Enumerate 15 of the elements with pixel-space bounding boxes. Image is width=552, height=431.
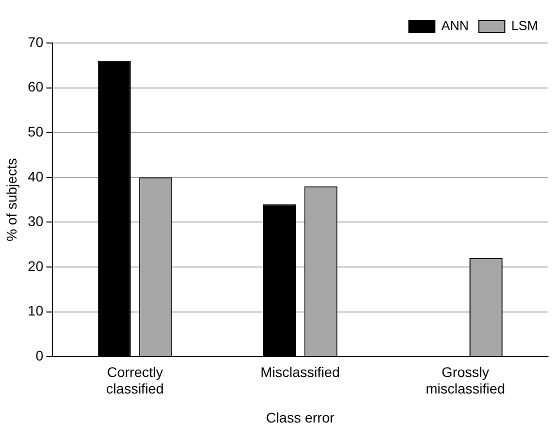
y-tick-label: 60	[28, 78, 44, 95]
y-tick-label: 70	[28, 34, 44, 50]
y-tick-label: 10	[28, 302, 44, 319]
y-tick-label: 20	[28, 258, 44, 274]
x-tick-label: Misclassified	[260, 364, 340, 380]
legend-label: LSM	[511, 18, 538, 34]
y-tick-label: 50	[28, 123, 44, 140]
y-tick-label: 40	[28, 168, 44, 184]
x-axis-title: Class error	[266, 409, 335, 426]
y-tick-label: 30	[28, 213, 44, 230]
y-axis-title: % of subjects	[3, 158, 20, 242]
x-tick-label: Grossly misclassified	[426, 364, 506, 397]
x-tick-label: Correctly classified	[106, 364, 164, 397]
y-tick-label: 0	[36, 347, 44, 364]
legend-label: ANN	[441, 18, 469, 34]
